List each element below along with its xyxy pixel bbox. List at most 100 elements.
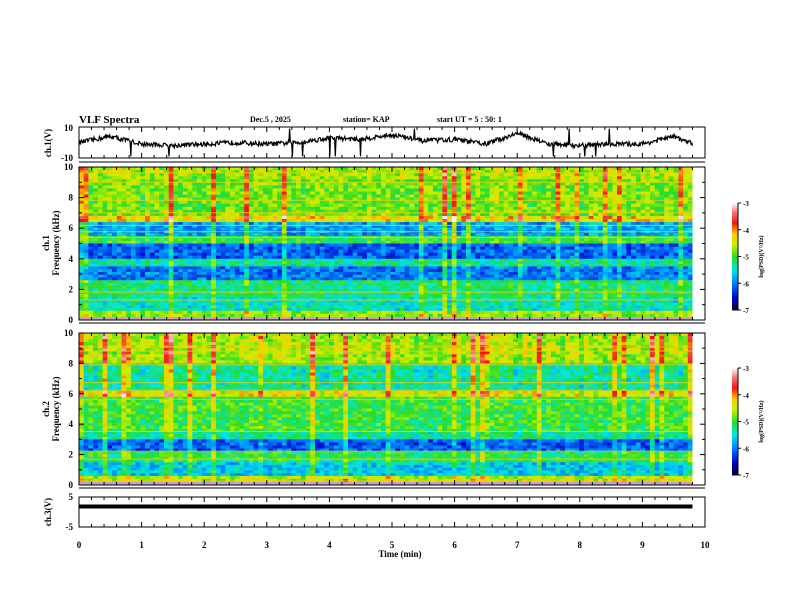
spectrogram-cell xyxy=(338,179,344,183)
spectrogram-cell xyxy=(565,179,571,183)
spectrogram-cell xyxy=(475,194,481,198)
spectrogram-cell xyxy=(583,170,589,174)
spectrogram-cell xyxy=(565,249,571,254)
spectrogram-cell xyxy=(687,191,693,195)
spectrogram-cell xyxy=(178,212,184,217)
spectrogram-cell xyxy=(248,179,254,183)
spectrogram-cell xyxy=(310,252,316,257)
spectrogram-cell xyxy=(409,255,415,260)
spectrogram-cell xyxy=(258,185,264,189)
spectrogram-cell xyxy=(466,170,472,174)
spectrogram-cell xyxy=(650,197,656,202)
spectrogram-cell xyxy=(466,263,472,267)
spectrogram-cell xyxy=(362,240,368,244)
spectrogram-cell xyxy=(480,240,486,244)
spectrogram-cell xyxy=(319,261,325,265)
spectrogram-cell xyxy=(428,240,434,244)
spectrogram-cell xyxy=(555,191,561,195)
spectrogram-cell xyxy=(650,255,656,260)
spectrogram-cell xyxy=(352,243,358,247)
spectrogram-cell xyxy=(296,269,302,273)
spectrogram-cell xyxy=(607,246,613,251)
spectrogram-cell xyxy=(135,246,141,251)
spectrogram-cell xyxy=(668,173,674,177)
spectrogram-cell xyxy=(687,252,693,257)
spectrogram-cell xyxy=(97,224,103,228)
spectrogram-cell xyxy=(617,212,623,217)
spectrogram-cell xyxy=(333,170,339,174)
spectrogram-cell xyxy=(272,243,278,247)
spectrogram-cell xyxy=(324,269,330,273)
spectrogram-cell xyxy=(206,206,212,211)
spectrogram-cell xyxy=(621,188,627,192)
spectrogram-cell xyxy=(546,200,552,205)
spectrogram-cell xyxy=(470,203,476,208)
spectrogram-cell xyxy=(230,185,236,189)
spectrogram-cell xyxy=(230,274,236,278)
spectrogram-cell xyxy=(489,222,495,226)
spectrogram-cell xyxy=(569,266,575,270)
spectrogram-cell xyxy=(168,176,174,180)
spectrogram-cell xyxy=(239,212,245,217)
spectrogram-cell xyxy=(447,191,453,195)
spectrogram-cell xyxy=(357,255,363,260)
spectrogram-cell xyxy=(338,246,344,251)
spectrogram-cell xyxy=(418,243,424,247)
spectrogram-cell xyxy=(93,173,99,177)
spectrogram-cell xyxy=(569,209,575,214)
spectrogram-cell xyxy=(588,179,594,183)
spectrogram-cell xyxy=(560,266,566,270)
spectrogram-cell xyxy=(456,182,462,186)
spectrogram-cell xyxy=(244,206,250,211)
spectrogram-cell xyxy=(527,258,533,262)
spectrogram-cell xyxy=(503,176,509,180)
spectrogram-cell xyxy=(163,191,169,195)
spectrogram-cell xyxy=(107,243,113,247)
spectrogram-cell xyxy=(277,203,283,208)
spectrogram-cell xyxy=(451,216,457,220)
spectrogram-cell xyxy=(97,274,103,278)
spectrogram-cell xyxy=(201,206,207,211)
spectrogram-cell xyxy=(503,261,509,265)
spectrogram-cell xyxy=(215,258,221,262)
spectrogram-cell xyxy=(206,173,212,177)
spectrogram-cell xyxy=(536,233,542,237)
spectrogram-cell xyxy=(83,167,89,171)
spectrogram-cell xyxy=(126,224,132,228)
spectrogram-cell xyxy=(466,266,472,270)
spectrogram-cell xyxy=(225,216,231,220)
spectrogram-cell xyxy=(239,197,245,202)
spectrogram-cell xyxy=(168,249,174,254)
spectrogram-cell xyxy=(546,191,552,195)
spectrogram-cell xyxy=(230,188,236,192)
spectrogram-cell xyxy=(296,203,302,208)
spectrogram-cell xyxy=(135,209,141,214)
spectrogram-cell xyxy=(352,216,358,220)
spectrogram-cell xyxy=(220,191,226,195)
spectrogram-cell xyxy=(338,182,344,186)
spectrogram-cell xyxy=(569,203,575,208)
spectrogram-cell xyxy=(579,206,585,211)
spectrogram-cell xyxy=(225,274,231,278)
spectrogram-cell xyxy=(635,269,641,273)
spectrogram-cell xyxy=(527,188,533,192)
spectrogram-cell xyxy=(687,233,693,237)
spectrogram-cell xyxy=(475,191,481,195)
spectrogram-cell xyxy=(366,266,372,270)
spectrogram-cell xyxy=(451,179,457,183)
spectrogram-cell xyxy=(173,255,179,260)
spectrogram-cell xyxy=(664,188,670,192)
spectrogram-cell xyxy=(178,191,184,195)
spectrogram-cell xyxy=(248,182,254,186)
spectrogram-cell xyxy=(499,219,505,223)
spectrogram-cell xyxy=(116,249,122,254)
spectrogram-cell xyxy=(432,252,438,257)
spectrogram-cell xyxy=(447,200,453,205)
spectrogram-cell xyxy=(88,255,94,260)
spectrogram-cell xyxy=(159,222,165,226)
spectrogram-cell xyxy=(277,197,283,202)
spectrogram-cell xyxy=(357,173,363,177)
spectrogram-cell xyxy=(593,249,599,254)
spectrogram-cell xyxy=(366,176,372,180)
spectrogram-cell xyxy=(617,179,623,183)
